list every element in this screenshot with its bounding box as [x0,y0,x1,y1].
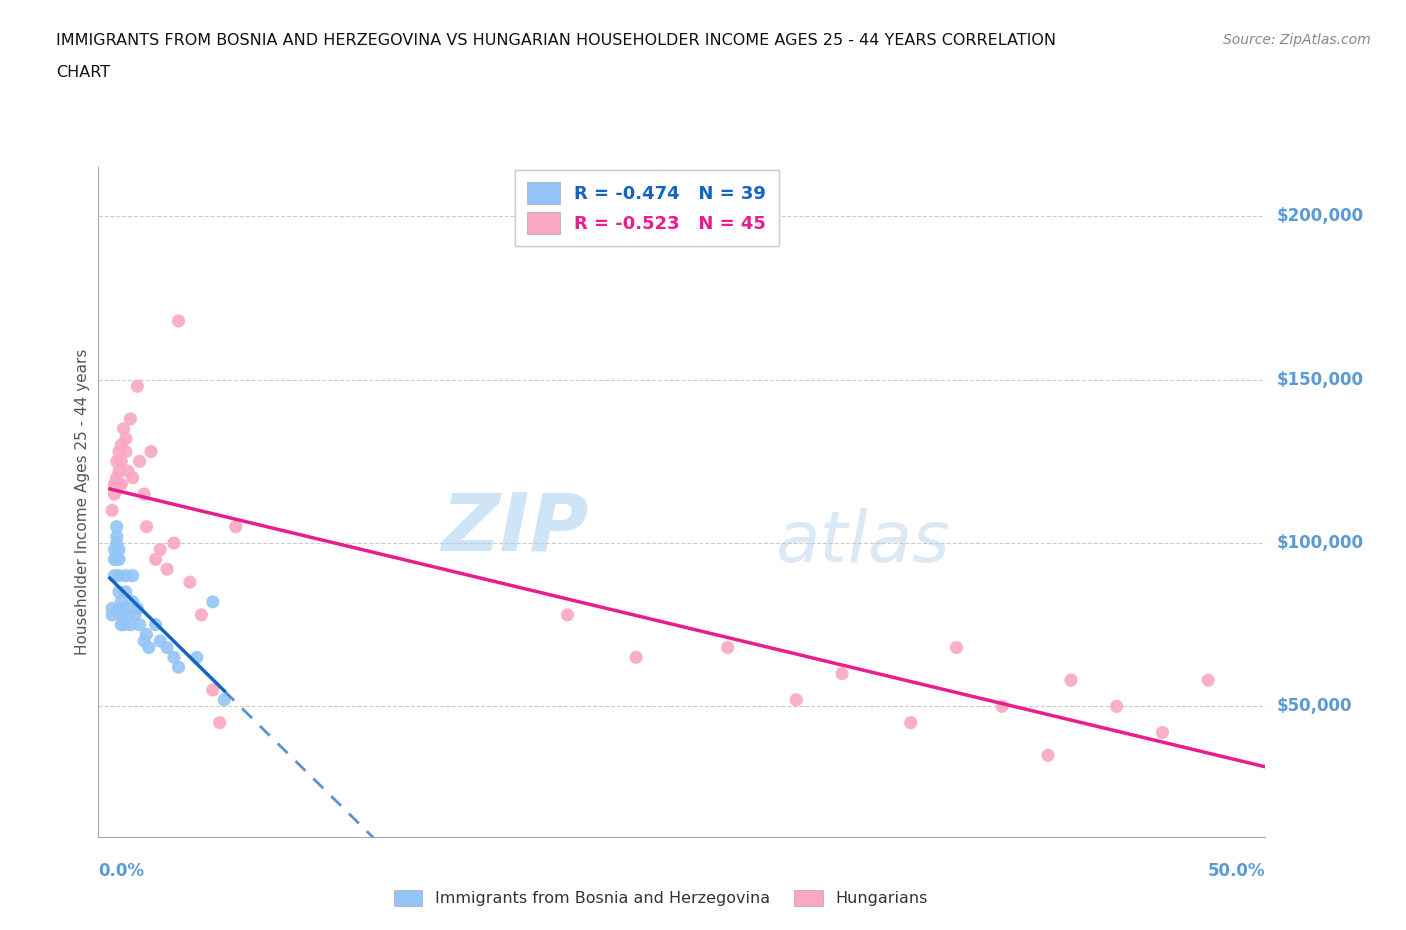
Point [112,618,135,632]
Point [201,594,224,609]
Point [105,471,128,485]
Point [135,519,157,534]
Point [117,464,139,479]
Point [945,640,967,655]
Point [110,607,132,622]
Text: 50.0%: 50.0% [1208,862,1265,880]
Point [163,650,186,665]
Point [103,568,125,583]
Point [108,464,131,479]
Point [186,650,208,665]
Point [145,618,167,632]
Point [208,715,231,730]
Point [1036,748,1059,763]
Point [112,421,135,436]
Point [127,601,149,616]
Point [115,568,138,583]
Point [179,575,201,590]
Point [134,633,156,648]
Point [105,454,128,469]
Text: $150,000: $150,000 [1277,371,1364,389]
Point [1152,725,1174,740]
Point [190,607,212,622]
Point [110,438,132,453]
Point [110,594,132,609]
Point [225,519,247,534]
Point [101,503,124,518]
Point [101,601,124,616]
Point [105,551,128,566]
Point [108,445,131,459]
Point [105,529,128,544]
Legend: R = -0.474   N = 39, R = -0.523   N = 45: R = -0.474 N = 39, R = -0.523 N = 45 [515,170,779,246]
Point [831,666,853,681]
Y-axis label: Householder Income Ages 25 - 44 years: Householder Income Ages 25 - 44 years [75,349,90,656]
Point [108,542,131,557]
Point [128,454,150,469]
Point [128,618,150,632]
Point [108,551,131,566]
Point [167,659,190,674]
Point [156,640,179,655]
Point [124,607,146,622]
Point [717,640,740,655]
Point [117,607,139,622]
Text: Source: ZipAtlas.com: Source: ZipAtlas.com [1223,33,1371,46]
Point [139,445,162,459]
Text: 0.0%: 0.0% [98,862,145,880]
Point [108,585,131,600]
Point [115,432,138,446]
Point [121,568,143,583]
Text: IMMIGRANTS FROM BOSNIA AND HERZEGOVINA VS HUNGARIAN HOUSEHOLDER INCOME AGES 25 -: IMMIGRANTS FROM BOSNIA AND HERZEGOVINA V… [56,33,1056,47]
Point [105,519,128,534]
Point [991,699,1014,714]
Point [103,542,125,557]
Text: $100,000: $100,000 [1277,534,1364,552]
Text: CHART: CHART [56,65,110,80]
Point [103,486,125,501]
Point [110,477,132,492]
Point [149,633,172,648]
Point [156,562,179,577]
Point [1060,672,1083,687]
Point [120,411,142,426]
Text: ZIP: ZIP [441,490,589,568]
Point [127,379,149,393]
Text: atlas: atlas [775,508,950,577]
Point [163,536,186,551]
Point [145,551,167,566]
Point [557,607,579,622]
Text: $200,000: $200,000 [1277,207,1364,225]
Point [785,692,807,707]
Point [110,618,132,632]
Point [120,618,142,632]
Point [108,601,131,616]
Point [121,471,143,485]
Point [101,607,124,622]
Point [138,640,160,655]
Point [624,650,647,665]
Point [115,585,138,600]
Point [108,568,131,583]
Legend: Immigrants from Bosnia and Herzegovina, Hungarians: Immigrants from Bosnia and Herzegovina, … [387,884,935,912]
Text: $50,000: $50,000 [1277,698,1353,715]
Point [105,536,128,551]
Point [108,477,131,492]
Point [103,551,125,566]
Point [134,486,156,501]
Point [110,454,132,469]
Point [1105,699,1128,714]
Point [121,594,143,609]
Point [1197,672,1219,687]
Point [214,692,236,707]
Point [900,715,922,730]
Point [167,313,190,328]
Point [115,445,138,459]
Point [112,601,135,616]
Point [201,683,224,698]
Point [135,627,157,642]
Point [103,477,125,492]
Point [149,542,172,557]
